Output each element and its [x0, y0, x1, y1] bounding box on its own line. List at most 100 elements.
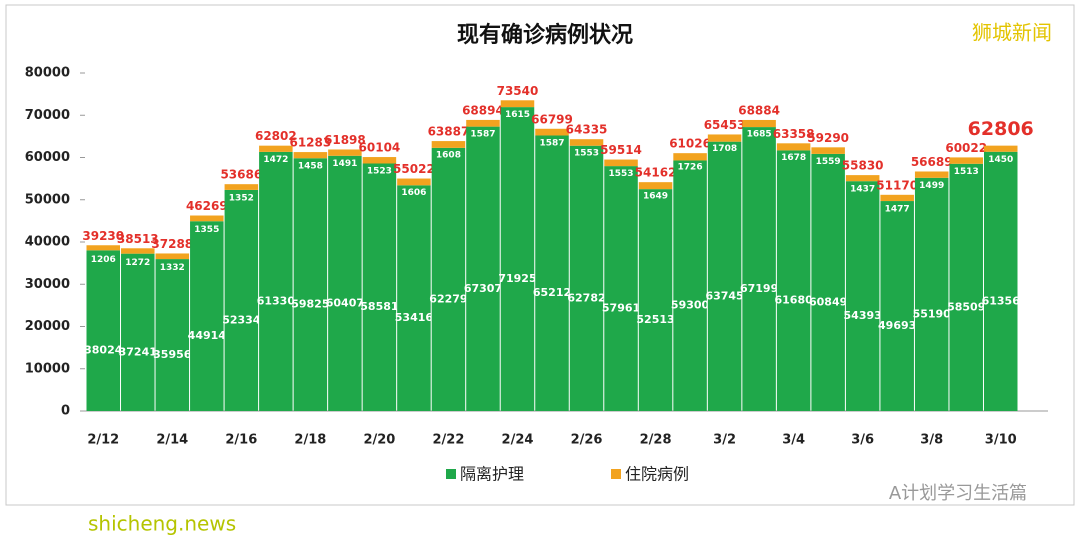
value-label: 1726 [678, 163, 703, 173]
bar-segment [86, 245, 121, 251]
value-label: 60849 [809, 295, 847, 308]
bar-segment [259, 151, 293, 412]
x-tick-label: 2/22 [432, 433, 464, 448]
total-label: 38513 [117, 232, 159, 246]
bar-segment [224, 189, 259, 411]
value-label: 61680 [774, 294, 813, 307]
value-label: 1685 [747, 129, 772, 139]
legend-label: 住院病例 [625, 465, 689, 484]
x-tick-label: 3/6 [851, 433, 874, 448]
total-label: 61898 [324, 133, 366, 147]
bar-segment [86, 250, 121, 411]
bar-segment [190, 221, 224, 411]
x-tick-label: 2/16 [225, 433, 257, 448]
bar-segment [155, 253, 190, 260]
y-tick-label: 50000 [25, 192, 70, 207]
bar-segment [328, 149, 362, 156]
bar-segment [811, 153, 845, 412]
total-label: 63887 [428, 125, 470, 139]
value-label: 1708 [712, 144, 737, 154]
value-label: 1458 [298, 162, 323, 172]
total-label: 55022 [393, 162, 435, 176]
bar-segment [880, 201, 914, 411]
x-tick-label: 2/28 [640, 433, 672, 448]
value-label: 1615 [505, 110, 530, 120]
bar-segment [983, 151, 1018, 411]
bar-segment [776, 143, 811, 151]
footer-source: shicheng.news [88, 512, 236, 536]
total-label: 64335 [566, 123, 608, 137]
bar-segment [535, 128, 569, 136]
bar-segment [811, 147, 845, 154]
bar-segment [914, 171, 949, 178]
total-label: 62802 [255, 129, 297, 143]
legend-label: 隔离护理 [460, 465, 524, 484]
total-label: 51170 [876, 178, 918, 192]
bar-segment [466, 119, 500, 127]
bar-segment [466, 126, 500, 411]
x-tick-label: 2/20 [363, 433, 395, 448]
bar-segment [431, 147, 466, 412]
bar-segment [190, 215, 224, 222]
value-label: 35956 [153, 348, 192, 361]
bar-segment [638, 182, 673, 190]
value-label: 52513 [636, 313, 674, 326]
total-label: 61026 [669, 137, 711, 151]
y-tick-label: 60000 [25, 150, 70, 165]
value-label: 1523 [367, 167, 392, 177]
x-tick-label: 3/2 [713, 433, 736, 448]
value-label: 61330 [257, 294, 296, 307]
total-label: 59514 [600, 143, 642, 157]
y-tick-label: 10000 [25, 361, 70, 376]
bar-segment [742, 127, 776, 411]
value-label: 1606 [401, 188, 426, 198]
total-label: 59290 [807, 131, 849, 145]
value-label: 44914 [188, 329, 227, 342]
total-label: 63358 [773, 127, 815, 141]
value-label: 1477 [885, 204, 910, 214]
total-label: 53686 [220, 168, 262, 182]
x-tick-label: 3/10 [985, 433, 1017, 448]
watermark: 狮城新闻 [972, 21, 1052, 45]
legend-swatch [611, 469, 621, 479]
bar-segment [328, 155, 362, 411]
bar-segment [845, 181, 880, 411]
value-label: 61356 [982, 294, 1021, 307]
total-label: 66799 [531, 112, 573, 126]
bar-segment [259, 145, 293, 152]
total-label: 55830 [842, 159, 884, 173]
bar-segment [500, 107, 535, 411]
bar-segment [362, 163, 397, 411]
value-label: 59825 [291, 298, 329, 311]
value-label: 1608 [436, 151, 461, 161]
total-label: 62806 [968, 118, 1034, 140]
bar-segment [569, 145, 604, 412]
value-label: 63745 [705, 289, 743, 302]
bar-segment [604, 159, 638, 167]
y-tick-label: 30000 [25, 277, 70, 292]
total-label: 60022 [945, 141, 987, 155]
value-label: 65212 [533, 286, 571, 299]
bar-segment [604, 166, 638, 411]
value-label: 1559 [816, 157, 841, 167]
total-label: 37288 [151, 237, 193, 251]
total-label: 46269 [186, 199, 228, 213]
y-tick-label: 0 [61, 404, 70, 419]
legend-swatch [446, 469, 456, 479]
total-label: 73540 [497, 84, 539, 98]
total-label: 65453 [704, 118, 746, 132]
value-label: 1513 [954, 167, 979, 177]
bar-segment [776, 150, 811, 412]
bar-segment [742, 119, 776, 128]
bar-segment [397, 185, 431, 411]
value-label: 1437 [850, 185, 875, 195]
value-label: 1587 [470, 129, 495, 139]
value-label: 1499 [919, 181, 944, 191]
bar-segment [673, 153, 707, 161]
bar-segment [569, 139, 604, 146]
value-label: 1332 [160, 263, 185, 273]
bar-segment [673, 160, 707, 411]
value-label: 1472 [263, 155, 288, 165]
bar-segment [845, 175, 880, 182]
